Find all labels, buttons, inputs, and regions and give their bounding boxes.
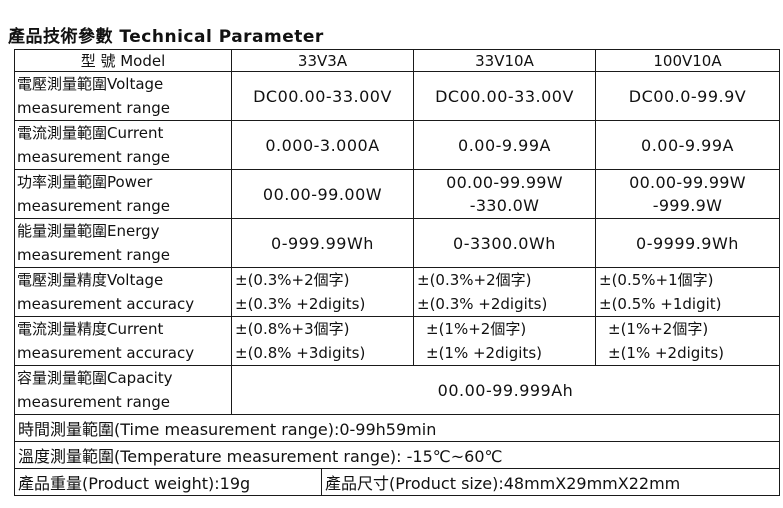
row-label: 電流測量範圍Current measurement range (14, 120, 232, 170)
table-row: 溫度測量範圍(Temperature measurement range): -… (14, 441, 780, 469)
row-label-line: measurement range (17, 99, 171, 117)
row-label: 電壓測量範圍Voltage measurement range (14, 71, 232, 121)
cell-line: ±(0.3% +2digits) (235, 295, 366, 313)
table-row: 電流測量範圍Current measurement range 0.000-3.… (14, 120, 780, 170)
cell-line: -999.9W (652, 196, 723, 215)
table-cell: ±(0.3%+2個字) ±(0.3% +2digits) (231, 267, 414, 317)
row-label-line: 能量測量範圍Energy (17, 222, 160, 240)
row-label-line: 電流測量範圍Current (17, 124, 164, 142)
table-row: 時間測量範圍(Time measurement range):0-99h59mi… (14, 414, 780, 442)
model-100v10a-header: 100V10A (595, 49, 780, 72)
row-label-line: measurement range (17, 393, 171, 411)
page-title: 產品技術參數 Technical Parameter (8, 27, 324, 47)
table-cell: ±(0.3%+2個字) ±(0.3% +2digits) (413, 267, 596, 317)
cell-line: ±(0.5%+1個字) (599, 271, 714, 289)
row-label-line: measurement accuracy (17, 344, 195, 362)
table-cell: 0.000-3.000A (231, 120, 414, 170)
cell-line: -330.0W (469, 196, 540, 215)
row-label: 能量測量範圍Energy measurement range (14, 218, 232, 268)
table-row: 電壓測量範圍Voltage measurement range DC00.00-… (14, 71, 780, 121)
table-cell: 0-999.99Wh (231, 218, 414, 268)
cell-line: ±(1%+2個字) (608, 320, 709, 338)
cell-line: ±(1% +2digits) (426, 344, 543, 362)
row-label-line: 功率測量範圍Power (17, 173, 153, 191)
row-label-line: 容量測量範圍Capacity (17, 369, 173, 387)
row-label-line: 電壓測量精度Voltage (17, 271, 164, 289)
table-row: 功率測量範圍Power measurement range 00.00-99.0… (14, 169, 780, 219)
table-cell: ±(0.5%+1個字) ±(0.5% +1digit) (595, 267, 780, 317)
table-row: 產品重量(Product weight):19g 產品尺寸(Product si… (14, 468, 780, 496)
table-cell: ±(0.8%+3個字) ±(0.8% +3digits) (231, 316, 414, 366)
table-cell: ±(1%+2個字) ±(1% +2digits) (595, 316, 780, 366)
row-label: 電壓測量精度Voltage measurement accuracy (14, 267, 232, 317)
table-cell: ±(1%+2個字) ±(1% +2digits) (413, 316, 596, 366)
table-cell: DC00.0-99.9V (595, 71, 780, 121)
table-cell: 0.00-9.99A (413, 120, 596, 170)
model-33v10a-header: 33V10A (413, 49, 596, 72)
table-cell: 00.00-99.99W -330.0W (413, 169, 596, 219)
cell-line: ±(1%+2個字) (426, 320, 527, 338)
cell-line: 00.00-99.99W (446, 173, 563, 192)
row-label-line: measurement range (17, 197, 171, 215)
model-header-cell: 型 號 Model (14, 49, 232, 72)
table-cell: 0-3300.0Wh (413, 218, 596, 268)
cell-line: ±(0.3% +2digits) (417, 295, 548, 313)
product-weight: 產品重量(Product weight):19g (16, 469, 322, 495)
spec-table: 型 號 Model 33V3A 33V10A 100V10A 電壓測量範圍Vol… (14, 49, 780, 496)
cell-line: ±(0.8%+3個字) (235, 320, 350, 338)
table-cell: 0.00-9.99A (595, 120, 780, 170)
table-cell: DC00.00-33.00V (231, 71, 414, 121)
temperature-range: 溫度測量範圍(Temperature measurement range): -… (14, 441, 780, 469)
cell-line: ±(0.8% +3digits) (235, 344, 366, 362)
row-label: 容量測量範圍Capacity measurement range (14, 365, 232, 415)
row-label: 功率測量範圍Power measurement range (14, 169, 232, 219)
row-label-line: 電壓測量範圍Voltage (17, 75, 164, 93)
weight-size-split: 產品重量(Product weight):19g 產品尺寸(Product si… (16, 469, 779, 495)
product-size: 產品尺寸(Product size):48mmX29mmX22mm (325, 474, 681, 493)
cell-line: ±(0.3%+2個字) (417, 271, 532, 289)
table-cell: 0-9999.9Wh (595, 218, 780, 268)
cell-line: ±(0.5% +1digit) (599, 295, 722, 313)
table-cell: 00.00-99.99W -999.9W (595, 169, 780, 219)
capacity-value: 00.00-99.999Ah (231, 365, 780, 415)
table-row: 電流測量精度Current measurement accuracy ±(0.8… (14, 316, 780, 366)
weight-size-cell: 產品重量(Product weight):19g 產品尺寸(Product si… (14, 468, 780, 496)
row-label-line: measurement range (17, 148, 171, 166)
row-label-line: measurement range (17, 246, 171, 264)
row-label: 電流測量精度Current measurement accuracy (14, 316, 232, 366)
row-label-line: measurement accuracy (17, 295, 195, 313)
time-range: 時間測量範圍(Time measurement range):0-99h59mi… (14, 414, 780, 442)
table-cell: DC00.00-33.00V (413, 71, 596, 121)
table-row: 容量測量範圍Capacity measurement range 00.00-9… (14, 365, 780, 415)
cell-line: ±(1% +2digits) (608, 344, 725, 362)
model-33v3a-header: 33V3A (231, 49, 414, 72)
cell-line: ±(0.3%+2個字) (235, 271, 350, 289)
header-row: 型 號 Model 33V3A 33V10A 100V10A (14, 49, 780, 72)
row-label-line: 電流測量精度Current (17, 320, 164, 338)
table-row: 電壓測量精度Voltage measurement accuracy ±(0.3… (14, 267, 780, 317)
cell-line: 00.00-99.99W (629, 173, 746, 192)
table-cell: 00.00-99.00W (231, 169, 414, 219)
table-row: 能量測量範圍Energy measurement range 0-999.99W… (14, 218, 780, 268)
